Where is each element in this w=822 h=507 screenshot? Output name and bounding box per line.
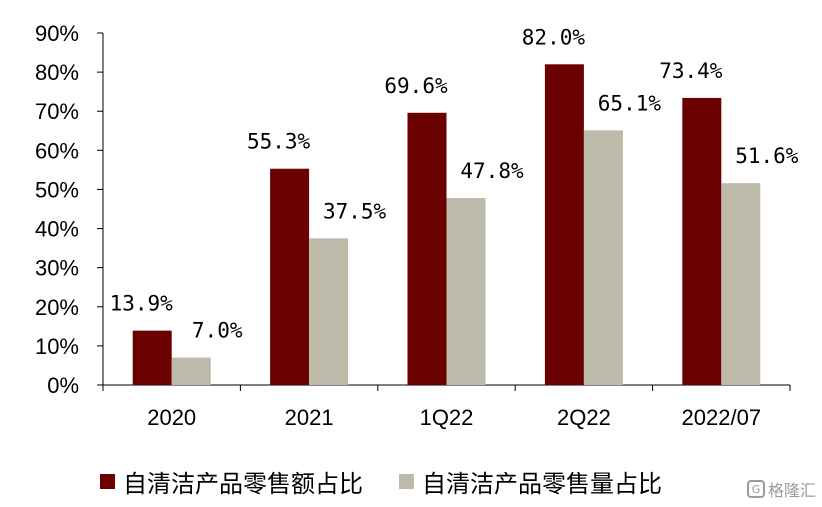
bar-retail-sales	[132, 330, 172, 385]
data-label-retail-sales: 82.0%	[522, 25, 586, 49]
legend-swatch-retail-sales	[100, 474, 115, 489]
bar-retail-volume	[309, 238, 349, 385]
y-tick-label: 90%	[35, 21, 79, 46]
x-tick-label: 2Q22	[557, 405, 611, 430]
bar-retail-sales	[270, 168, 310, 385]
watermark-logo-icon: G	[746, 480, 765, 498]
y-tick-label: 30%	[35, 256, 79, 281]
y-tick-label: 80%	[35, 60, 79, 85]
data-label-retail-sales: 69.6%	[384, 74, 448, 98]
x-tick-label: 2020	[147, 405, 196, 430]
bar-retail-volume	[171, 357, 211, 385]
watermark: G 格隆汇	[746, 477, 816, 501]
bar-retail-sales	[407, 112, 447, 385]
data-label-retail-sales: 73.4%	[659, 59, 723, 83]
y-tick-label: 20%	[35, 295, 79, 320]
legend-label-retail-sales: 自清洁产品零售额占比	[123, 470, 363, 498]
data-label-retail-volume: 47.8%	[460, 159, 524, 183]
x-tick-label: 1Q22	[420, 405, 474, 430]
data-label-retail-volume: 7.0%	[192, 319, 243, 343]
legend-label-retail-volume: 自清洁产品零售量占比	[422, 470, 662, 498]
legend-item-retail-sales: 自清洁产品零售额占比	[100, 464, 363, 499]
bar-retail-volume	[446, 198, 486, 385]
y-tick-label: 10%	[35, 334, 79, 359]
x-tick-label: 2021	[285, 405, 334, 430]
bar-retail-volume	[721, 183, 761, 385]
legend-item-retail-volume: 自清洁产品零售量占比	[399, 464, 662, 499]
bar-chart: 0% 10% 20% 30% 40% 50% 60% 70% 80% 90% 13.9% 7.0% 20…	[35, 21, 799, 430]
x-tick-label: 2022/07	[682, 405, 762, 430]
y-tick-label: 0%	[47, 373, 79, 398]
data-label-retail-volume: 51.6%	[735, 144, 799, 168]
y-tick-label: 60%	[35, 138, 79, 163]
legend: 自清洁产品零售额占比 自清洁产品零售量占比	[100, 464, 698, 499]
y-tick-label: 70%	[35, 99, 79, 124]
bar-retail-volume	[583, 130, 623, 385]
bar-retail-sales	[682, 97, 722, 386]
legend-swatch-retail-volume	[399, 474, 414, 489]
y-tick-label: 50%	[35, 177, 79, 202]
data-label-retail-volume: 37.5%	[323, 199, 387, 223]
y-tick-label: 40%	[35, 217, 79, 242]
data-label-retail-sales: 55.3%	[247, 130, 311, 154]
bar-retail-sales	[544, 64, 584, 386]
data-label-retail-volume: 65.1%	[598, 91, 662, 115]
watermark-text: 格隆汇	[767, 481, 816, 500]
data-label-retail-sales: 13.9%	[110, 292, 174, 316]
